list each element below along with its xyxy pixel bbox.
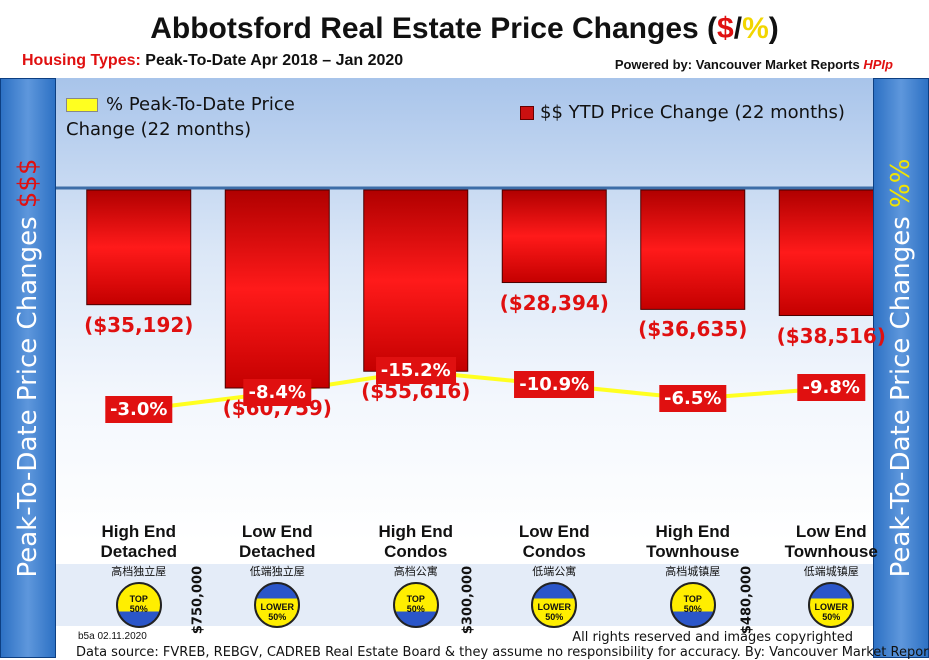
category-chinese-name: 高档独立屋 bbox=[111, 565, 167, 578]
category-chinese-name: 高档城镇屋 bbox=[665, 565, 721, 578]
bar-2 bbox=[363, 189, 469, 372]
powered-hp: HPIp bbox=[863, 57, 893, 72]
percent-label-4: -6.5% bbox=[659, 384, 727, 412]
powered-by: Powered by: Vancouver Market Reports HPI… bbox=[614, 57, 893, 72]
title-percent: % bbox=[742, 12, 769, 45]
category-label-2: High End Condos 高档公寓 bbox=[351, 522, 481, 579]
chart-svg bbox=[56, 186, 873, 412]
percent-label-3: -10.9% bbox=[514, 370, 595, 398]
percent-label-5: -9.8% bbox=[797, 374, 865, 402]
subtitle: Housing Types: Peak-To-Date Apr 2018 – J… bbox=[22, 52, 403, 70]
category-label-5: Low End Townhouse 低端城镇屋 bbox=[766, 522, 896, 579]
category-label-1: Low End Detached 低端独立屋 bbox=[212, 522, 342, 579]
category-name: High End Townhouse bbox=[646, 522, 740, 561]
copyright-note: All rights reserved and images copyright… bbox=[572, 630, 853, 645]
legend-line-swatch bbox=[66, 98, 98, 112]
bar-5 bbox=[778, 189, 873, 317]
percent-label-1: -8.4% bbox=[243, 378, 311, 406]
threshold-label: $480,000 bbox=[739, 565, 755, 635]
percent-label-2: -15.2% bbox=[375, 357, 456, 385]
title-dollar: $ bbox=[717, 12, 734, 45]
top-50-badge-icon: TOP 50% bbox=[115, 582, 162, 628]
top-50-badge-icon: TOP 50% bbox=[392, 582, 439, 628]
category-name: Low End Condos bbox=[518, 522, 590, 561]
category-name: High End Detached bbox=[100, 522, 178, 561]
powered-brand: Vancouver Market Reports bbox=[695, 57, 860, 72]
bar-3 bbox=[501, 189, 607, 284]
right-side-label: Peak-To-Date Price Changes %% bbox=[886, 158, 916, 578]
bar-value-label-5: ($38,516) bbox=[776, 323, 886, 348]
category-name: Low End Detached bbox=[238, 522, 316, 561]
bar-value-label-0: ($35,192) bbox=[84, 312, 194, 337]
legend-percent-label: % Peak-To-Date Price Change (22 months) bbox=[66, 94, 295, 140]
left-side-label: Peak-To-Date Price Changes $$$ bbox=[13, 158, 43, 578]
category-name: High End Condos bbox=[378, 522, 454, 561]
threshold-label: $300,000 bbox=[460, 565, 476, 635]
right-side-symbol: %% bbox=[886, 158, 916, 208]
category-chinese-name: 低端公寓 bbox=[532, 565, 577, 578]
subtitle-label: Housing Types: bbox=[22, 52, 141, 69]
page-title: Abbotsford Real Estate Price Changes ($/… bbox=[150, 12, 779, 45]
lower-50-badge-icon: LOWER 50% bbox=[254, 582, 301, 628]
chart-area: % Peak-To-Date Price Change (22 months) … bbox=[56, 78, 929, 660]
legend-bar-swatch bbox=[520, 106, 534, 120]
percent-label-0: -3.0% bbox=[105, 395, 173, 423]
legend-dollar: $$ YTD Price Change (22 months) bbox=[520, 102, 845, 123]
lower-50-badge-icon: LOWER 50% bbox=[808, 582, 855, 628]
category-label-3: Low End Condos 低端公寓 bbox=[489, 522, 619, 579]
bar-1 bbox=[224, 189, 330, 389]
left-side-symbol: $$$ bbox=[13, 158, 43, 209]
category-name: Low End Townhouse bbox=[784, 522, 878, 561]
category-chinese-name: 低端独立屋 bbox=[249, 565, 305, 578]
subtitle-value: Peak-To-Date Apr 2018 – Jan 2020 bbox=[145, 52, 404, 69]
category-chinese-name: 低端城镇屋 bbox=[803, 565, 859, 578]
bar-value-label-4: ($36,635) bbox=[638, 317, 748, 342]
legend-percent: % Peak-To-Date Price Change (22 months) bbox=[66, 92, 336, 142]
chart-code: b5a 02.11.2020 bbox=[78, 631, 147, 642]
data-source-note: Data source: FVREB, REBGV, CADREB Real E… bbox=[76, 645, 929, 660]
top-50-badge-icon: TOP 50% bbox=[669, 582, 716, 628]
lower-50-badge-icon: LOWER 50% bbox=[531, 582, 578, 628]
bar-4 bbox=[640, 189, 746, 310]
category-label-4: High End Townhouse 高档城镇屋 bbox=[628, 522, 758, 579]
badge-band bbox=[56, 564, 873, 626]
left-side-panel: Peak-To-Date Price Changes $$$ bbox=[0, 78, 56, 658]
right-side-panel: Peak-To-Date Price Changes %% bbox=[873, 78, 929, 658]
bar-value-label-3: ($28,394) bbox=[499, 290, 609, 315]
legend-dollar-label: $$ YTD Price Change (22 months) bbox=[540, 102, 845, 123]
bar-0 bbox=[86, 189, 192, 306]
category-chinese-name: 高档公寓 bbox=[393, 565, 438, 578]
category-label-0: High End Detached 高档独立屋 bbox=[74, 522, 204, 579]
threshold-label: $750,000 bbox=[190, 565, 206, 635]
